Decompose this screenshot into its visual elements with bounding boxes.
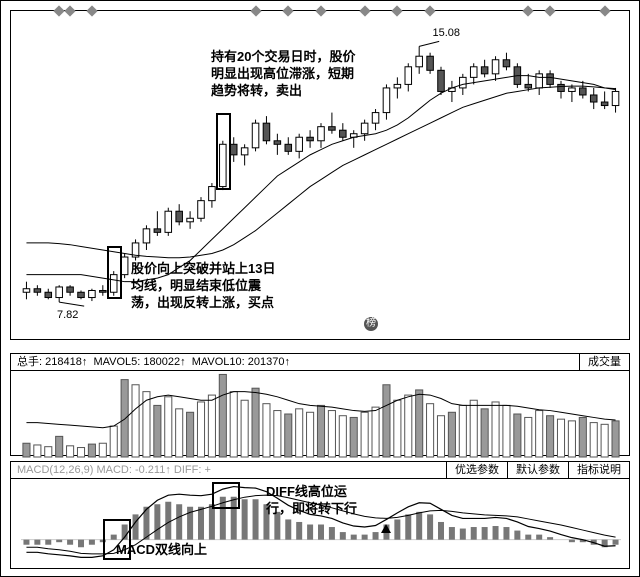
- high-price-label: 15.08: [432, 27, 460, 39]
- macd-panel: MACD(12,26,9) MACD: -0.211↑ DIFF: + 优选参数…: [10, 461, 630, 569]
- volume-info-bar: 总手: 218418↑ MAVOL5: 180022↑ MAVOL10: 201…: [11, 354, 629, 371]
- badge-icon: 榜: [364, 317, 378, 331]
- indicator-help-button[interactable]: 指标说明: [568, 462, 629, 479]
- volume-button[interactable]: 成交量: [579, 354, 629, 371]
- volume-bars: [11, 371, 629, 455]
- price-panel: 持有20个交易日时，股价 明显出现高位滞涨，短期 趋势将转，卖出 股价向上突破并…: [10, 10, 630, 340]
- volume-panel: 总手: 218418↑ MAVOL5: 180022↑ MAVOL10: 201…: [10, 353, 630, 456]
- default-params-button[interactable]: 默认参数: [507, 462, 568, 479]
- volume-total: 总手: 218418↑: [17, 356, 87, 368]
- up-arrow-icon: [381, 524, 391, 533]
- macd-highlight-1: [103, 519, 131, 559]
- mavol10: MAVOL10: 201370↑: [192, 356, 290, 368]
- low-price-label: 7.82: [57, 309, 78, 321]
- mavol5: MAVOL5: 180022↑: [93, 356, 185, 368]
- optimize-params-button[interactable]: 优选参数: [446, 462, 507, 479]
- candlestick-chart: [11, 11, 629, 339]
- macd-highlight-2: [212, 482, 240, 510]
- buy-highlight-rect: [107, 246, 122, 299]
- stock-chart-container: 持有20个交易日时，股价 明显出现高位滞涨，短期 趋势将转，卖出 股价向上突破并…: [0, 0, 640, 577]
- sell-highlight-rect: [216, 113, 231, 191]
